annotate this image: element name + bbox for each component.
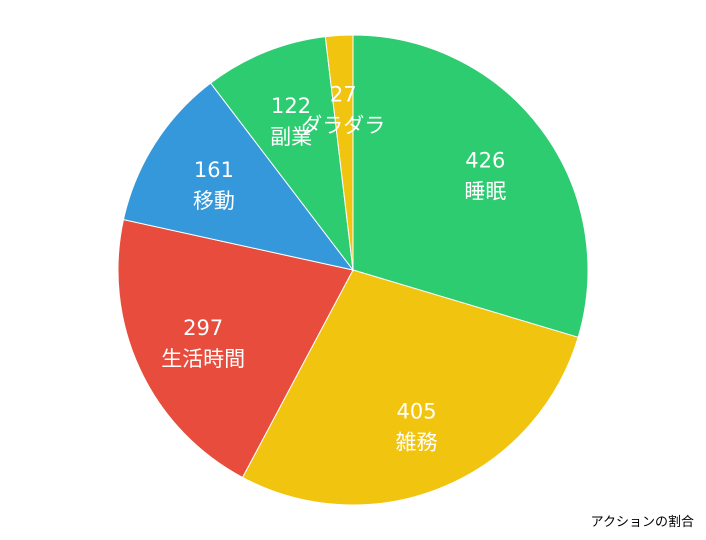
slice-category-label: 副業 [270,125,312,149]
slice-value-label: 161 [194,158,234,182]
pie-slice [122,82,355,271]
pie-slice [324,34,354,271]
slice-value-label: 426 [465,148,505,172]
pie-slice [209,36,354,272]
slice-category-label: ダラダラ [301,113,385,137]
slice-category-label: 睡眠 [464,179,506,203]
slice-category-label: 移動 [193,189,235,213]
slice-value-label: 405 [397,399,437,423]
slice-category-label: 雑務 [396,430,438,454]
slice-value-label: 27 [330,82,357,106]
chart-caption: アクションの割合 [590,515,694,530]
slice-value-label: 297 [183,316,223,340]
pie-slice [352,34,589,338]
slice-category-label: 生活時間 [161,347,245,371]
pie-slice [241,269,579,506]
slice-value-label: 122 [271,94,311,118]
pie-slice [117,218,354,479]
slice-labels: 426 睡眠 405 雑務 297 生活時間 161 移動 122 副業 27 ダラダラ [161,82,506,454]
